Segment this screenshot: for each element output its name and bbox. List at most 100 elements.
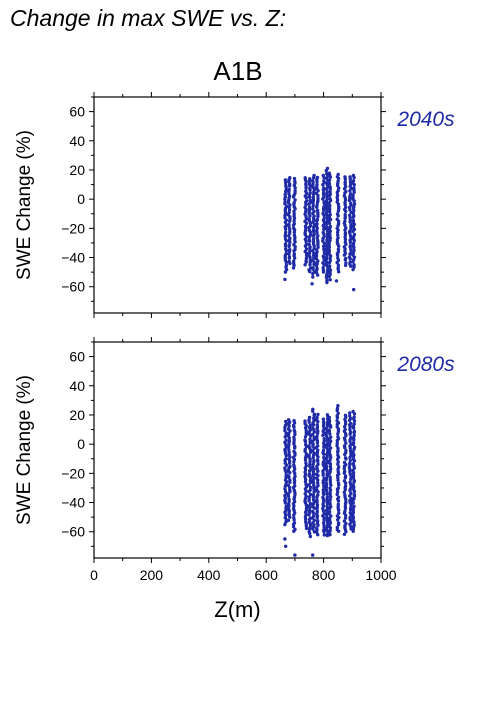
data-point: [322, 247, 326, 251]
data-point: [328, 465, 333, 469]
data-point: [311, 195, 316, 199]
data-point: [315, 476, 319, 480]
data-point: [352, 453, 356, 457]
data-point: [316, 493, 320, 497]
data-point: [287, 187, 291, 192]
data-point: [312, 412, 317, 416]
data-point: [304, 520, 308, 524]
data-point: [328, 491, 332, 495]
data-point: [335, 425, 339, 429]
data-point: [325, 515, 329, 520]
data-point: [284, 251, 288, 256]
data-point: [303, 458, 308, 462]
data-point: [311, 465, 315, 469]
data-point: [304, 256, 309, 260]
data-point: [351, 241, 356, 246]
data-point: [342, 479, 347, 483]
data-point: [328, 498, 332, 502]
data-point: [321, 521, 326, 525]
data-point: [328, 519, 332, 523]
data-point: [321, 528, 326, 533]
data-point: [321, 509, 326, 513]
data-point: [349, 503, 353, 507]
data-point: [342, 245, 346, 249]
data-point: [293, 247, 297, 252]
data-point: [312, 514, 316, 518]
data-point: [316, 519, 320, 523]
data-point: [311, 442, 315, 446]
data-point: [349, 453, 353, 458]
data-point: [349, 520, 353, 524]
data-point: [328, 486, 332, 490]
data-point: [287, 222, 291, 227]
data-point: [344, 189, 348, 194]
data-point: [292, 226, 296, 230]
data-point: [352, 496, 356, 501]
data-point: [348, 515, 352, 520]
data-point: [351, 457, 356, 462]
data-point: [344, 500, 348, 504]
data-point: [308, 485, 313, 489]
data-point: [349, 435, 353, 440]
data-point: [308, 478, 312, 483]
data-point: [336, 179, 340, 183]
data-point: [329, 514, 333, 518]
data-point: [328, 278, 332, 282]
data-point: [310, 282, 314, 286]
data-point: [336, 460, 340, 464]
data-point: [311, 237, 316, 241]
data-point: [335, 193, 340, 197]
data-point: [316, 483, 320, 488]
data-point: [347, 255, 352, 259]
data-point: [327, 180, 331, 185]
data-point: [349, 227, 353, 231]
data-point: [308, 439, 312, 444]
data-point: [351, 193, 355, 197]
data-point: [311, 197, 316, 202]
data-point: [321, 173, 325, 178]
data-point: [352, 523, 356, 527]
data-point: [315, 222, 319, 226]
data-point: [283, 522, 287, 527]
data-point: [283, 516, 287, 520]
data-point: [316, 238, 320, 243]
data-point: [292, 435, 296, 439]
data-point: [336, 411, 340, 416]
data-point: [307, 453, 311, 457]
data-point: [312, 419, 316, 423]
data-point: [343, 231, 348, 235]
data-point: [283, 195, 287, 199]
data-point: [293, 191, 297, 195]
data-point: [336, 182, 340, 186]
data-point: [328, 213, 332, 217]
data-point: [342, 460, 347, 465]
data-point: [284, 419, 288, 424]
data-point: [336, 172, 340, 177]
data-point: [327, 264, 332, 268]
data-point: [286, 474, 291, 478]
data-point: [284, 247, 288, 251]
data-point: [286, 507, 291, 511]
data-point: [351, 527, 356, 531]
data-point: [321, 211, 325, 216]
data-point: [303, 419, 307, 423]
data-point: [352, 227, 357, 232]
data-point: [336, 521, 341, 525]
data-point: [324, 243, 328, 248]
y-tick-label: −40: [61, 495, 85, 511]
data-point: [312, 256, 316, 260]
data-point: [343, 263, 348, 268]
data-point: [292, 212, 296, 216]
data-point: [321, 488, 325, 492]
data-point: [292, 205, 296, 209]
data-point: [315, 458, 320, 462]
data-point: [321, 460, 326, 464]
data-point: [349, 248, 353, 252]
data-point: [328, 510, 332, 514]
data-point: [343, 175, 347, 179]
data-point: [283, 490, 288, 494]
data-point: [311, 449, 315, 453]
data-point: [352, 504, 356, 509]
data-point: [327, 415, 331, 420]
data-point: [352, 258, 356, 262]
